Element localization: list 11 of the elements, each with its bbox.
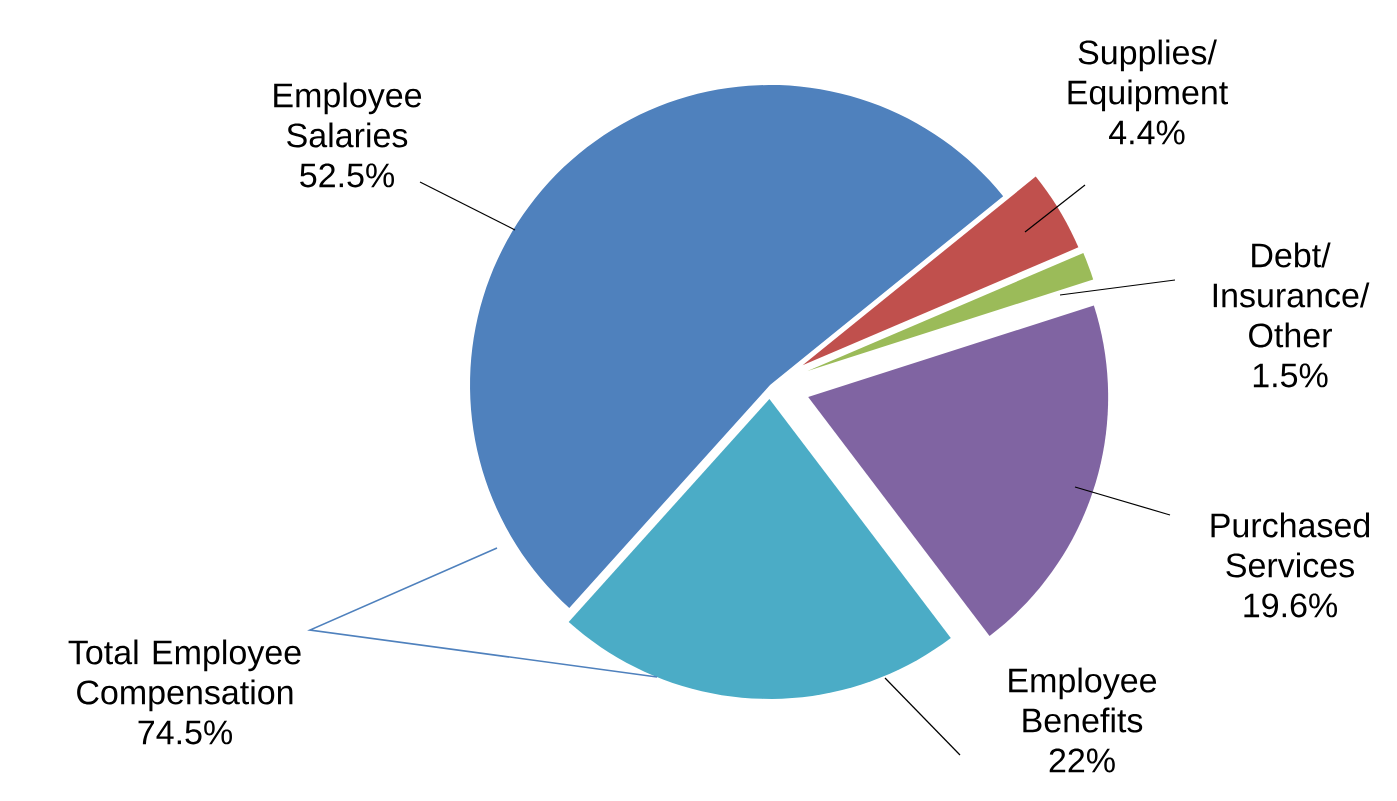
- data-label: 4.4%: [1109, 120, 1185, 145]
- slice-label: Employee Benefits: [1009, 667, 1157, 733]
- slice-label: Supplies/ Equipment: [1068, 39, 1228, 112]
- text: Total Employee Compensation 74.5%: [68, 639, 301, 745]
- data-label: 22%: [1049, 748, 1115, 773]
- slice-label: Debt/ Insurance/ Other: [1213, 242, 1370, 348]
- data-label: 1.5%: [1253, 363, 1328, 388]
- slice-label: Purchased Services: [1211, 512, 1370, 578]
- data-label: 52.5%: [300, 163, 394, 188]
- data-label: 19.6%: [1244, 593, 1337, 618]
- slice-label: Employee Salaries: [274, 82, 422, 148]
